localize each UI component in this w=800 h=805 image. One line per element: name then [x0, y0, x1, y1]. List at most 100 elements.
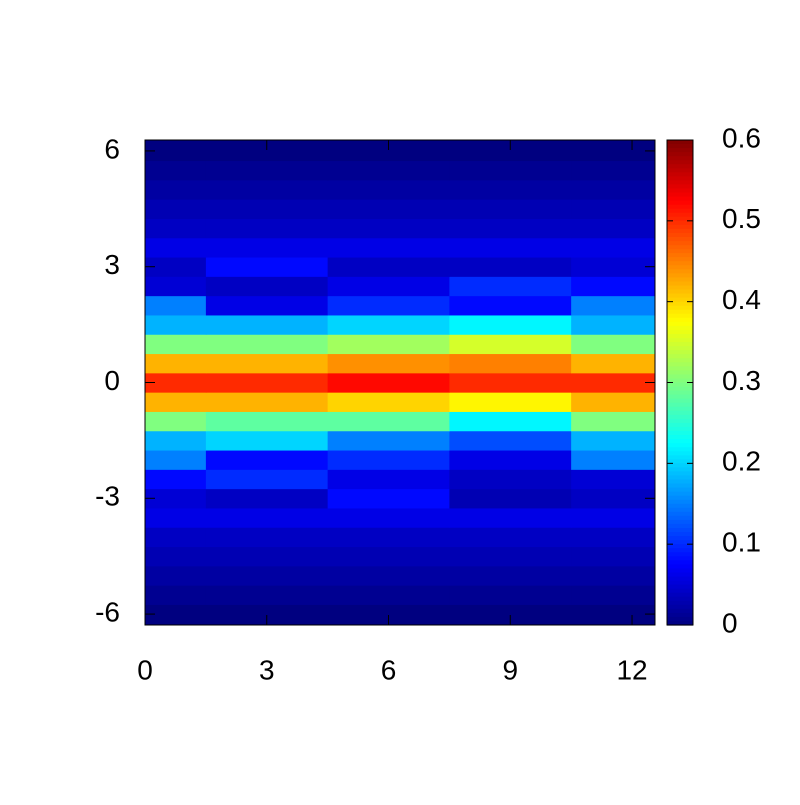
heat-cell — [205, 450, 329, 470]
heat-cell — [327, 585, 450, 605]
colorbar-step — [667, 463, 693, 468]
heat-cell — [327, 527, 450, 548]
colorbar-step — [667, 556, 693, 561]
heat-cell — [205, 353, 329, 374]
heat-cell — [571, 160, 655, 181]
heat-cell — [449, 450, 572, 470]
colorbar-step — [667, 410, 693, 416]
heat-cell — [145, 257, 207, 277]
heat-cell — [205, 140, 329, 162]
heat-cell — [327, 257, 450, 277]
colorbar-label: 0.4 — [722, 284, 761, 315]
heat-cell — [145, 199, 207, 219]
colorbar-step — [667, 572, 693, 578]
heat-cell — [327, 334, 450, 355]
colorbar-step — [667, 253, 693, 258]
colorbar-step — [667, 208, 693, 214]
heat-cell — [327, 179, 450, 200]
colorbar-step — [667, 511, 693, 517]
heat-cell — [205, 237, 329, 258]
colorbar-step — [667, 309, 693, 315]
colorbar-step — [667, 334, 693, 339]
heat-cell — [571, 372, 655, 393]
colorbar-step — [667, 148, 693, 153]
colorbar-step — [667, 140, 693, 145]
colorbar-step — [667, 293, 693, 299]
heat-cell — [571, 257, 655, 277]
colorbar-step — [667, 431, 693, 436]
colorbar-step — [667, 237, 693, 242]
heat-cell — [571, 295, 655, 316]
colorbar-step — [667, 378, 693, 384]
colorbar-step — [667, 188, 693, 194]
heat-cell — [449, 469, 572, 490]
heat-cell — [327, 392, 450, 412]
colorbar-step — [667, 592, 693, 598]
colorbar-step — [667, 224, 693, 230]
heat-cell — [205, 604, 329, 625]
colorbar-step — [667, 390, 693, 396]
colorbar-step — [667, 443, 693, 448]
colorbar-step — [667, 588, 693, 594]
colorbar-step — [667, 358, 693, 363]
heat-cell — [205, 179, 329, 200]
heat-cell — [571, 488, 655, 509]
colorbar-step — [667, 156, 693, 161]
heat-cell — [327, 565, 450, 586]
heat-cell — [571, 507, 655, 528]
colorbar-step — [667, 212, 693, 218]
colorbar-step — [667, 366, 693, 371]
heat-cell — [145, 334, 207, 355]
heat-cell — [449, 179, 572, 200]
heat-cell — [145, 372, 207, 393]
heat-cell — [145, 411, 207, 432]
colorbar-step — [667, 455, 693, 460]
colorbar-step — [667, 528, 693, 533]
colorbar-step — [667, 297, 693, 303]
heat-cell — [145, 392, 207, 412]
heat-cell — [145, 565, 207, 586]
heat-cell — [449, 507, 572, 528]
heat-cell — [145, 450, 207, 470]
colorbar-step — [667, 232, 693, 238]
heat-cell — [145, 218, 207, 239]
heat-cell — [571, 276, 655, 297]
colorbar-step — [667, 382, 693, 388]
heat-cell — [205, 469, 329, 490]
heat-cell — [327, 469, 450, 490]
colorbar-step — [667, 305, 693, 311]
colorbar-label: 0 — [722, 607, 738, 638]
colorbar-step — [667, 152, 693, 157]
heat-cell — [571, 411, 655, 432]
heat-cell — [327, 411, 450, 432]
heat-cell — [327, 199, 450, 219]
colorbar-step — [667, 604, 693, 610]
colorbar-step — [667, 342, 693, 347]
colorbar-step — [667, 269, 693, 274]
colorbar-step — [667, 249, 693, 254]
heat-cell — [205, 411, 329, 432]
heat-cell — [205, 488, 329, 509]
x-tick-label: 0 — [137, 654, 153, 685]
colorbar-step — [667, 620, 693, 626]
heat-cell — [205, 276, 329, 297]
colorbar-step — [667, 568, 693, 574]
heat-cell — [449, 276, 572, 297]
colorbar-step — [667, 374, 693, 380]
heat-cell — [449, 372, 572, 393]
colorbar-step — [667, 164, 693, 169]
colorbar-step — [667, 180, 693, 186]
colorbar-step — [667, 479, 693, 485]
colorbar-step — [667, 503, 693, 509]
heat-cell — [205, 565, 329, 586]
colorbar-step — [667, 370, 693, 376]
heat-cell — [571, 179, 655, 200]
heat-cell — [327, 450, 450, 470]
heat-cell — [449, 199, 572, 219]
heat-cell — [571, 546, 655, 567]
colorbar-step — [667, 362, 693, 367]
heat-cell — [205, 372, 329, 393]
heat-cell — [571, 565, 655, 586]
colorbar-step — [667, 204, 693, 210]
